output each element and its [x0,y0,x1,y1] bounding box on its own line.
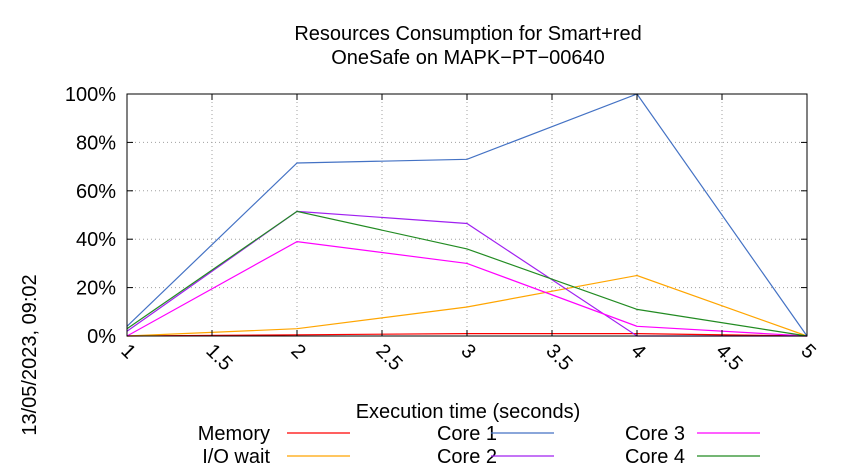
x-tick-label: 4 [626,340,649,363]
y-tick-label: 40% [76,229,116,251]
y-tick-label: 60% [76,181,116,203]
axes: 0% 20% 40% 60% 80% 100% 1 1.5 2 2.5 3 3.5 4 4.5 5 [65,84,820,375]
series-line-i-o-wait [126,274,808,337]
legend-label-core-2: Core 2 [437,446,497,468]
chart-title-line-2: OneSafe on MAPK−PT−00640 [331,47,605,69]
grid [127,94,807,336]
legend-label-core-3: Core 3 [625,423,685,445]
y-tick-label: 20% [76,278,116,300]
timestamp-label: 13/05/2023, 09:02 [19,274,41,435]
series-line-core-4 [126,210,808,337]
legend-label-i-o-wait: I/O wait [202,446,270,468]
legend-label-memory: Memory [198,423,270,445]
y-tick-label: 0% [87,326,116,348]
legend-label-core-4: Core 4 [625,446,685,468]
x-tick-label: 3.5 [541,340,576,375]
x-tick-label: 1.5 [201,340,236,375]
x-tick-label: 2.5 [371,340,406,375]
series-line-core-3 [126,240,808,337]
x-tick-label: 5 [796,340,819,363]
y-tick-label: 100% [65,84,116,106]
series-line-core-1 [126,93,808,337]
y-tick-label: 80% [76,132,116,154]
x-axis-label: Execution time (seconds) [356,401,581,423]
x-tick-label: 1 [116,340,139,363]
x-tick-label: 4.5 [711,340,746,375]
legend-label-core-1: Core 1 [437,423,497,445]
x-tick-label: 2 [286,340,309,363]
chart-title-line-1: Resources Consumption for Smart+red [294,23,641,45]
x-tick-label: 3 [456,340,479,363]
